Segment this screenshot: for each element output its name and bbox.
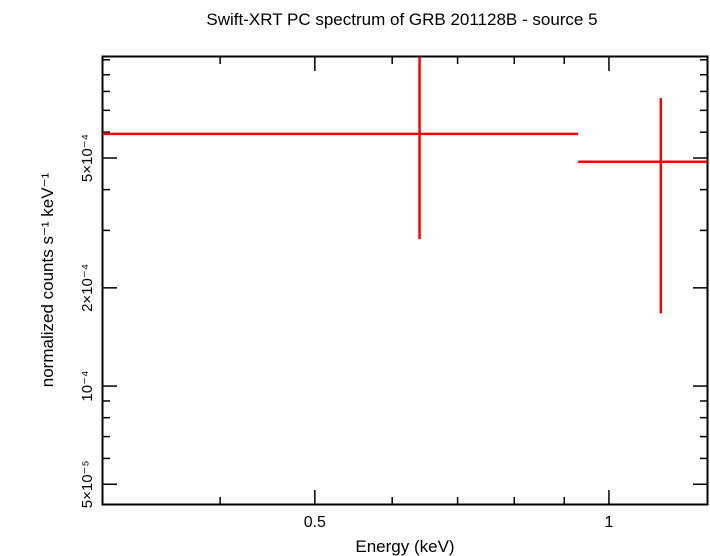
y-tick-label: 5×10⁻⁵ <box>79 460 96 508</box>
plot-frame <box>101 55 709 506</box>
y-axis-label: normalized counts s⁻¹ keV⁻¹ <box>38 172 57 387</box>
data-point <box>578 98 707 314</box>
data-point <box>103 57 579 240</box>
y-tick-label: 5×10⁻⁴ <box>79 134 96 182</box>
x-axis-tick-labels: 0.5 1 <box>304 514 614 531</box>
x-axis-label: Energy (keV) <box>355 537 454 556</box>
chart-title: Swift-XRT PC spectrum of GRB 201128B - s… <box>206 10 597 29</box>
data-series <box>103 57 707 314</box>
y-tick-label: 10⁻⁴ <box>79 371 96 402</box>
x-tick-label: 1 <box>604 514 613 531</box>
x-axis-ticks <box>219 57 610 504</box>
y-axis-ticks <box>103 59 707 486</box>
y-tick-label: 2×10⁻⁴ <box>79 264 96 312</box>
y-axis-tick-labels: 5×10⁻⁵ 10⁻⁴ 2×10⁻⁴ 5×10⁻⁴ <box>79 134 96 508</box>
x-tick-label: 0.5 <box>304 514 326 531</box>
